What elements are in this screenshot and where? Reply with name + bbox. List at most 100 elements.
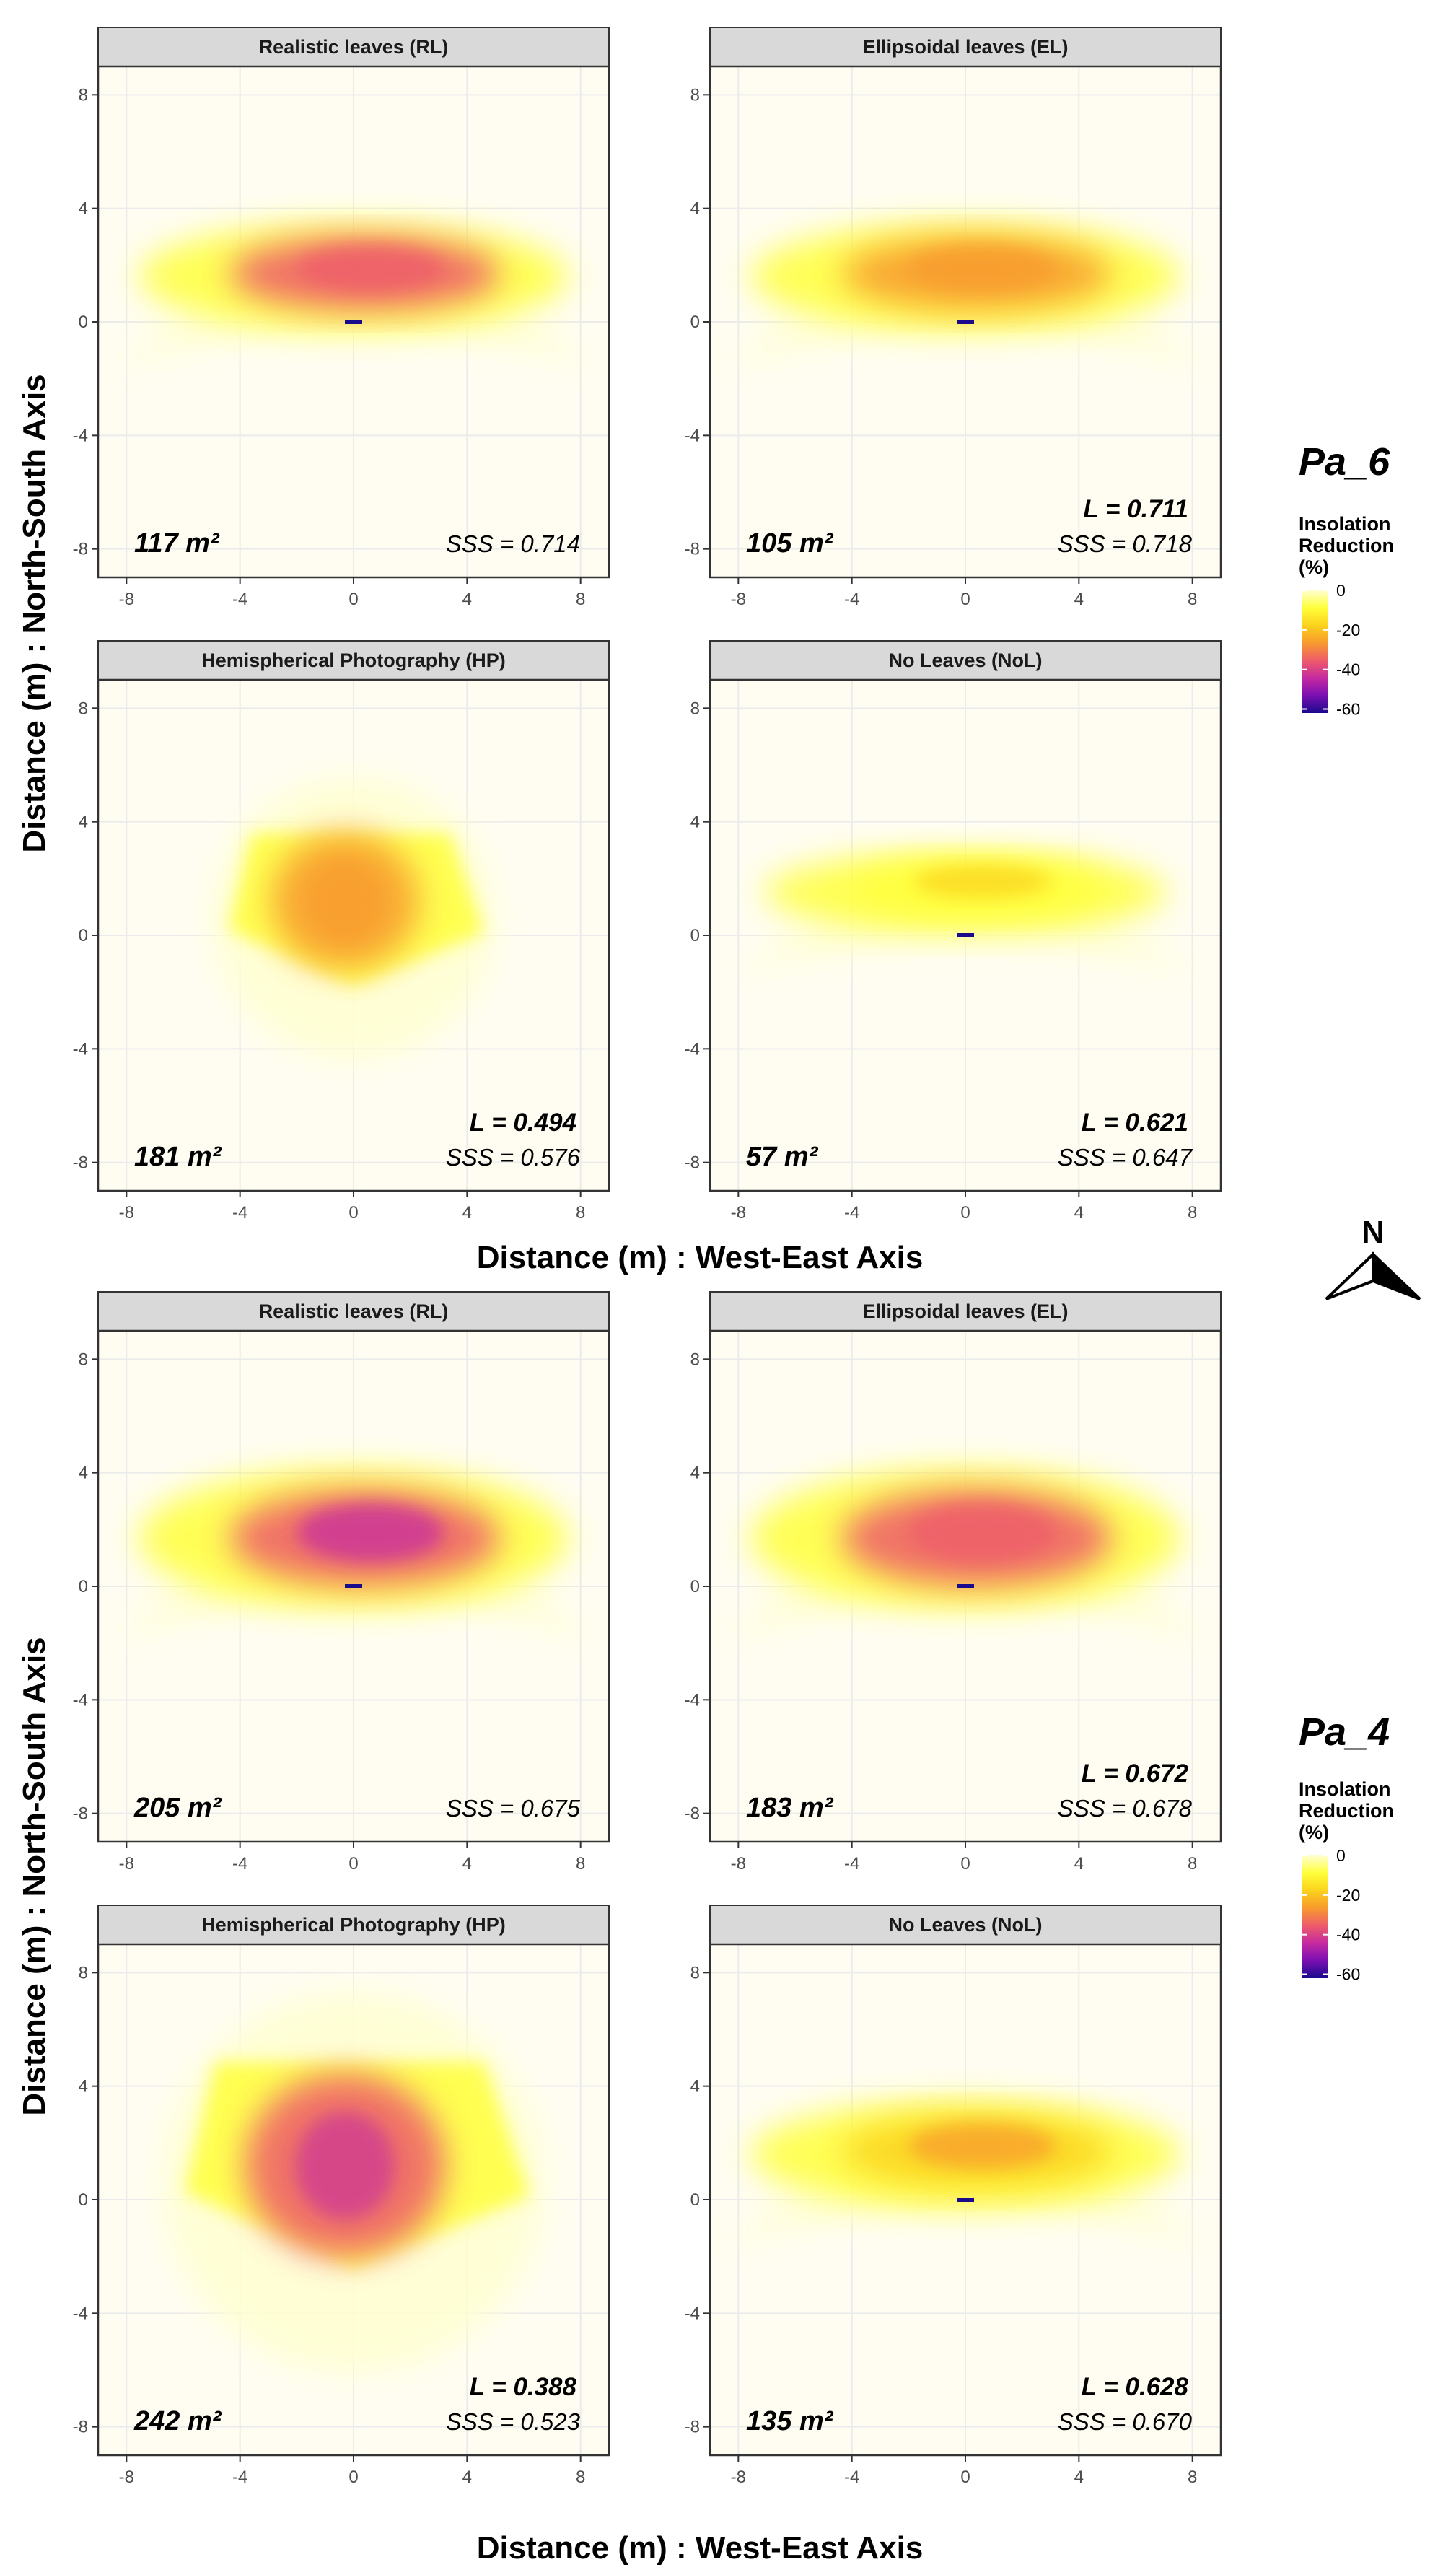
x-tick-label: 4 (462, 1203, 472, 1223)
legend-tick-label: -40 (1336, 1925, 1360, 1944)
legend-tick-label: -20 (1336, 1886, 1360, 1905)
panel-title: No Leaves (NoL) (888, 650, 1042, 671)
heatmap-layer (721, 1468, 1210, 1640)
x-tick-label: 0 (348, 1203, 358, 1223)
y-tick-label: -4 (73, 1690, 88, 1710)
panel-strip (97, 640, 610, 681)
y-tick-label: -4 (73, 426, 88, 445)
heatmap-layer (109, 1468, 598, 1640)
sss-label: SSS = 0.670 (1058, 2408, 1193, 2435)
panel-strip (709, 640, 1222, 681)
y-tick-label: 8 (690, 85, 700, 105)
shadow-peak (295, 2112, 395, 2220)
y-tick-label: 0 (79, 926, 88, 945)
shadow-peak (308, 861, 382, 941)
x-tick-label: -8 (119, 1854, 134, 1874)
y-tick-label: 4 (79, 813, 88, 832)
species-label-pa6: Pa_6 (1299, 440, 1390, 484)
shadow-area-label: 183 m² (746, 1793, 834, 1823)
x-tick-label: 4 (462, 2467, 472, 2487)
shadow-peak (909, 1503, 1056, 1562)
legend-tick-label: -60 (1336, 1965, 1360, 1984)
x-tick-label: 0 (348, 1854, 358, 1874)
x-tick-label: 0 (348, 590, 358, 609)
x-tick-label: -4 (844, 1203, 859, 1223)
shadow-area-label: 205 m² (133, 1793, 222, 1823)
y-tick-label: -8 (685, 1804, 700, 1824)
y-tick-label: 4 (690, 813, 700, 832)
y-tick-label: 4 (79, 199, 88, 219)
x-tick-label: 0 (960, 1854, 970, 1874)
panel-title: No Leaves (NoL) (888, 1914, 1042, 1936)
x-tick-label: 8 (576, 1203, 585, 1223)
trunk-marker (957, 933, 974, 937)
y-tick-label: -4 (73, 2304, 88, 2323)
y-tick-label: -8 (73, 1153, 88, 1173)
x-tick-label: -8 (731, 1203, 746, 1223)
panel: No Leaves (NoL) -8 -4 0 4 8 -8 -4 0 4 8 57 m² SSS = … (685, 640, 1222, 1223)
sss-label: SSS = 0.714 (446, 530, 580, 557)
x-tick-label: 4 (1074, 2467, 1084, 2487)
north-arrow-left-half (1325, 1251, 1374, 1300)
l-value-label: L = 0.621 (1082, 1109, 1188, 1137)
x-tick-label: -4 (232, 1854, 247, 1874)
x-tick-label: -4 (232, 590, 247, 609)
panel: Ellipsoidal leaves (EL) -8 -4 0 4 8 -8 -4 0 4 8 105… (685, 27, 1222, 609)
legend-title-line: (%) (1299, 1822, 1329, 1843)
y-tick-label: -8 (73, 1804, 88, 1824)
heatmap-layer (162, 1991, 545, 2374)
y-tick-label: -4 (685, 426, 700, 445)
y-tick-label: 8 (79, 1963, 88, 1982)
legend-title-line: Reduction (1299, 535, 1394, 556)
legend-tick-label: 0 (1336, 581, 1346, 600)
y-tick-label: 8 (79, 1350, 88, 1369)
x-tick-label: -4 (844, 1854, 859, 1874)
x-tick-label: 0 (960, 1203, 970, 1223)
y-tick-label: 0 (690, 926, 700, 945)
x-tick-label: 8 (576, 590, 585, 609)
x-tick-label: 8 (1188, 1203, 1197, 1223)
legend-tick-label: -60 (1336, 700, 1360, 719)
x-tick-label: 8 (1188, 1854, 1197, 1874)
l-value-label: L = 0.628 (1082, 2373, 1189, 2401)
panel: No Leaves (NoL) -8 -4 0 4 8 -8 -4 0 4 8 135 m² SSS =… (685, 1905, 1222, 2487)
x-tick-label: 4 (462, 590, 472, 609)
panel-title: Hemispherical Photography (HP) (201, 1914, 506, 1936)
x-tick-label: 4 (1074, 590, 1084, 609)
y-tick-label: 4 (79, 2077, 88, 2097)
y-tick-label: -8 (73, 540, 88, 559)
x-axis-label-top: Distance (m) : West-East Axis (477, 1240, 924, 1275)
y-axis-label-bottom: Distance (m) : North-South Axis (17, 1637, 52, 2115)
x-tick-label: -4 (232, 2467, 247, 2487)
panel-strip (97, 27, 610, 67)
sss-label: SSS = 0.675 (446, 1795, 581, 1822)
shadow-area-label: 117 m² (134, 528, 220, 559)
x-tick-label: 8 (1188, 590, 1197, 609)
x-tick-label: 4 (1074, 1854, 1084, 1874)
y-tick-label: 8 (690, 699, 700, 718)
shadow-peak (909, 245, 1056, 291)
y-tick-label: 8 (690, 1963, 700, 1982)
y-tick-label: 0 (79, 312, 88, 332)
sss-label: SSS = 0.647 (1058, 1144, 1193, 1171)
y-tick-label: -8 (685, 1153, 700, 1173)
x-tick-label: 0 (960, 590, 970, 609)
trunk-marker (957, 320, 974, 324)
y-tick-label: 4 (79, 1464, 88, 1483)
panel-strip (709, 1905, 1222, 1945)
trunk-marker (345, 320, 362, 324)
sss-label: SSS = 0.576 (446, 1144, 581, 1171)
x-tick-label: 8 (576, 1854, 585, 1874)
panel-title: Hemispherical Photography (HP) (201, 650, 506, 671)
x-tick-label: -8 (119, 590, 134, 609)
y-tick-label: 0 (79, 2190, 88, 2210)
y-tick-label: -4 (685, 1690, 700, 1710)
y-tick-label: -4 (685, 2304, 700, 2323)
x-tick-label: 8 (576, 2467, 585, 2487)
panel-title: Realistic leaves (RL) (259, 36, 449, 58)
l-value-label: L = 0.672 (1082, 1759, 1189, 1788)
panel-title: Ellipsoidal leaves (EL) (862, 1300, 1068, 1322)
